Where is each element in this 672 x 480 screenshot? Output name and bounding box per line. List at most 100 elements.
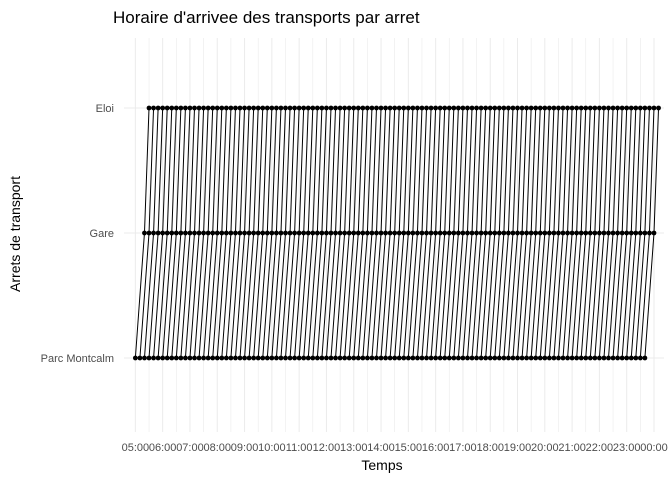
- arrival-point: [496, 355, 502, 361]
- arrival-point: [355, 105, 361, 111]
- arrival-point: [342, 230, 348, 236]
- arrival-point: [578, 355, 584, 361]
- arrival-point: [310, 230, 316, 236]
- arrival-point: [233, 105, 238, 111]
- arrival-point: [201, 230, 207, 236]
- arrival-point: [528, 355, 534, 361]
- arrival-point: [346, 105, 352, 111]
- arrival-point: [237, 355, 243, 361]
- x-tick-label: 11:00: [286, 442, 313, 454]
- arrival-point: [587, 355, 593, 361]
- arrival-point: [201, 355, 207, 361]
- arrival-point: [542, 230, 548, 236]
- arrival-point: [410, 355, 416, 361]
- arrival-point: [274, 230, 279, 236]
- arrival-point: [364, 355, 370, 361]
- arrival-point: [578, 105, 584, 111]
- arrival-point: [405, 230, 411, 236]
- arrival-point: [637, 105, 643, 111]
- arrival-point: [496, 105, 502, 111]
- arrival-point: [474, 105, 479, 111]
- arrival-point: [378, 105, 384, 111]
- arrival-point: [546, 355, 552, 361]
- arrival-point: [615, 230, 620, 236]
- arrival-point: [642, 355, 648, 361]
- arrival-point: [187, 105, 193, 111]
- y-tick-label: Parc Montcalm: [41, 353, 114, 365]
- arrival-point: [305, 230, 311, 236]
- arrival-point: [255, 355, 261, 361]
- arrival-point: [178, 355, 184, 361]
- arrival-point: [405, 355, 411, 361]
- arrival-point: [228, 355, 234, 361]
- x-tick-label: 06:00: [149, 442, 177, 454]
- arrival-point: [233, 230, 238, 236]
- arrival-point: [506, 230, 511, 236]
- arrival-point: [228, 230, 234, 236]
- arrival-point: [242, 355, 247, 361]
- arrival-point: [437, 105, 443, 111]
- arrival-point: [151, 355, 156, 361]
- arrival-point: [214, 355, 220, 361]
- arrival-point: [274, 355, 279, 361]
- arrival-point: [210, 105, 216, 111]
- arrival-point: [214, 105, 220, 111]
- arrival-point: [219, 355, 225, 361]
- arrival-point: [223, 230, 229, 236]
- arrival-point: [374, 105, 379, 111]
- arrival-point: [487, 230, 493, 236]
- arrival-point: [287, 355, 293, 361]
- arrival-point: [442, 355, 448, 361]
- arrival-point: [437, 355, 443, 361]
- arrival-point: [501, 230, 507, 236]
- arrival-point: [546, 230, 552, 236]
- arrival-point: [624, 230, 630, 236]
- arrival-point: [328, 355, 334, 361]
- arrival-point: [314, 355, 320, 361]
- arrival-point: [283, 105, 288, 111]
- arrival-point: [455, 105, 461, 111]
- arrival-point: [192, 355, 197, 361]
- arrival-point: [465, 230, 470, 236]
- arrival-point: [483, 230, 489, 236]
- arrival-point: [651, 105, 657, 111]
- arrival-point: [619, 230, 625, 236]
- arrival-point: [560, 105, 566, 111]
- arrival-point: [169, 355, 175, 361]
- arrival-point: [314, 105, 320, 111]
- arrival-point: [633, 355, 639, 361]
- arrival-point: [524, 355, 530, 361]
- x-tick-label: 17:00: [449, 442, 477, 454]
- arrival-point: [533, 230, 539, 236]
- arrival-point: [469, 230, 475, 236]
- arrival-point: [396, 230, 402, 236]
- arrival-point: [615, 355, 620, 361]
- arrival-point: [401, 105, 407, 111]
- arrival-point: [524, 105, 530, 111]
- arrival-point: [383, 105, 388, 111]
- arrival-point: [528, 230, 534, 236]
- arrival-point: [374, 355, 379, 361]
- arrival-point: [501, 105, 507, 111]
- arrival-point: [410, 230, 416, 236]
- arrival-point: [501, 355, 507, 361]
- x-tick-label: 20:00: [531, 442, 559, 454]
- x-tick-label: 08:00: [203, 442, 231, 454]
- arrival-point: [528, 105, 534, 111]
- arrival-point: [510, 105, 516, 111]
- arrival-point: [637, 230, 643, 236]
- arrival-point: [478, 355, 484, 361]
- arrival-point: [324, 355, 329, 361]
- arrival-point: [474, 230, 479, 236]
- arrival-point: [401, 230, 407, 236]
- axes: Parc Montcalm Gare Eloi 05:00 06:00 07:00 08:0…: [41, 103, 668, 454]
- arrival-point: [597, 105, 602, 111]
- arrival-point: [560, 230, 566, 236]
- arrival-point: [219, 105, 225, 111]
- arrival-point: [310, 355, 316, 361]
- arrival-point: [223, 355, 229, 361]
- arrival-point: [424, 105, 429, 111]
- arrival-point: [551, 355, 557, 361]
- arrival-point: [496, 230, 502, 236]
